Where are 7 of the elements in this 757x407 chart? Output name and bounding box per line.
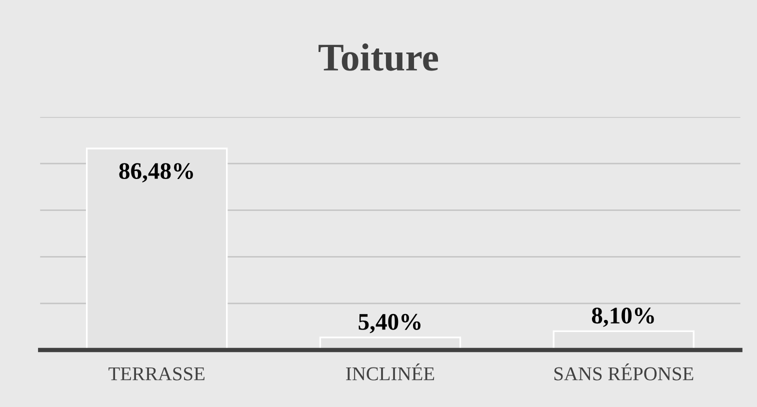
x-tick-label: SANS RÉPONSE [554,364,694,380]
x-tick-label: INCLINÉE [346,364,434,380]
chart-title: Toiture [318,43,438,71]
data-label: 86,48% [119,163,193,182]
data-label: 8,10% [592,308,654,327]
data-label: 5,40% [358,314,420,334]
x-tick-label: TERRASSE [108,367,204,380]
